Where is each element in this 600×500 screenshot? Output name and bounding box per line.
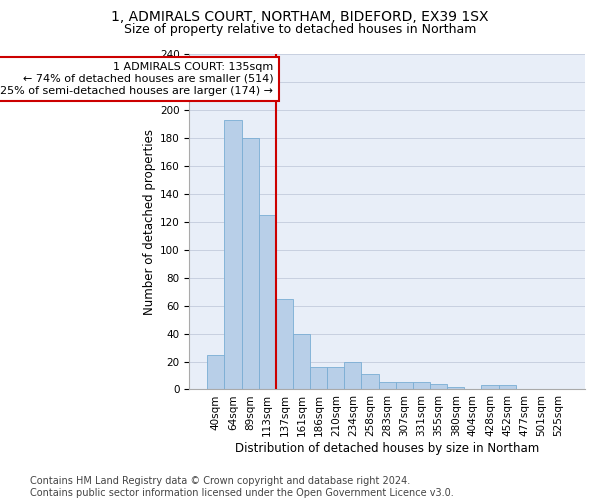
- Bar: [344, 362, 361, 390]
- Bar: [310, 367, 327, 390]
- Bar: [430, 384, 447, 390]
- Bar: [224, 120, 242, 390]
- Bar: [499, 386, 515, 390]
- Bar: [293, 334, 310, 390]
- Bar: [276, 298, 293, 390]
- Bar: [447, 386, 464, 390]
- Text: Size of property relative to detached houses in Northam: Size of property relative to detached ho…: [124, 22, 476, 36]
- Bar: [481, 386, 499, 390]
- Text: 1, ADMIRALS COURT, NORTHAM, BIDEFORD, EX39 1SX: 1, ADMIRALS COURT, NORTHAM, BIDEFORD, EX…: [111, 10, 489, 24]
- Bar: [361, 374, 379, 390]
- Bar: [327, 367, 344, 390]
- Bar: [379, 382, 396, 390]
- Bar: [259, 214, 276, 390]
- X-axis label: Distribution of detached houses by size in Northam: Distribution of detached houses by size …: [235, 442, 539, 455]
- Y-axis label: Number of detached properties: Number of detached properties: [143, 128, 156, 314]
- Text: 1 ADMIRALS COURT: 135sqm
← 74% of detached houses are smaller (514)
25% of semi-: 1 ADMIRALS COURT: 135sqm ← 74% of detach…: [0, 62, 273, 96]
- Bar: [242, 138, 259, 390]
- Bar: [208, 354, 224, 390]
- Text: Contains HM Land Registry data © Crown copyright and database right 2024.
Contai: Contains HM Land Registry data © Crown c…: [30, 476, 454, 498]
- Bar: [396, 382, 413, 390]
- Bar: [413, 382, 430, 390]
